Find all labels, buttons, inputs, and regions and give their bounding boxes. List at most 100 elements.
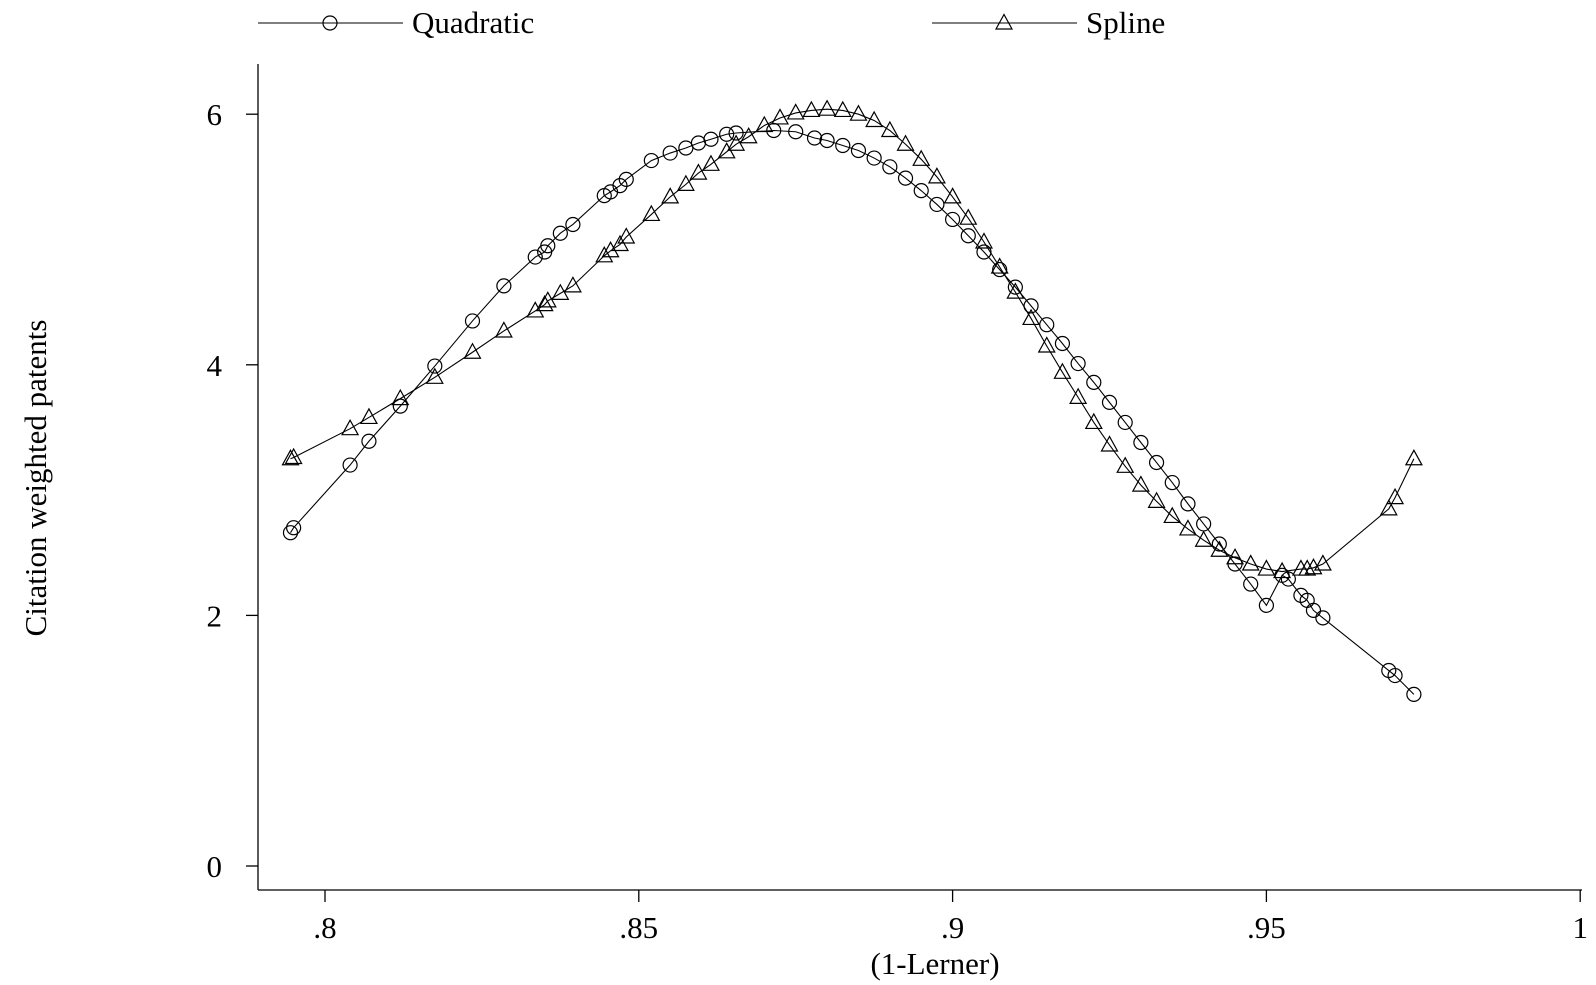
legend-label-quadratic: Quadratic <box>412 5 534 40</box>
data-point-quadratic <box>1305 602 1322 618</box>
data-point-quadratic <box>897 170 914 186</box>
data-point-spline <box>341 418 360 436</box>
legend: Quadratic Spline <box>258 5 1165 40</box>
data-point-quadratic <box>643 152 659 169</box>
data-point-spline <box>701 154 720 171</box>
y-tick-label: 6 <box>207 97 223 132</box>
data-point-spline <box>927 167 946 184</box>
data-point-quadratic <box>913 183 929 199</box>
x-tick-label: 1 <box>1572 910 1588 945</box>
data-point-spline <box>1131 475 1150 492</box>
data-point-quadratic <box>806 130 823 146</box>
data-point-quadratic <box>944 211 961 228</box>
data-point-spline <box>563 276 582 293</box>
data-point-spline <box>284 447 303 465</box>
data-point-spline <box>1006 282 1025 299</box>
data-point-quadratic <box>552 225 568 241</box>
data-point-spline <box>595 246 614 263</box>
data-point-spline <box>689 163 708 180</box>
data-point-quadratic <box>882 159 898 175</box>
data-point-quadratic <box>1387 667 1403 684</box>
data-point-spline <box>661 187 680 204</box>
data-point-quadratic <box>1258 597 1275 613</box>
data-point-spline <box>1147 491 1166 508</box>
data-point-quadratic <box>728 125 744 141</box>
data-point-spline <box>1084 412 1103 430</box>
data-point-spline <box>463 342 482 359</box>
data-point-quadratic <box>618 171 634 187</box>
data-point-spline <box>943 187 962 204</box>
x-axis-title: (1-Lerner) <box>870 946 999 981</box>
legend-marker-circle <box>322 15 338 31</box>
data-point-quadratic <box>992 261 1008 278</box>
legend-label-spline: Spline <box>1086 5 1165 40</box>
data-point-quadratic <box>929 196 945 213</box>
data-point-spline <box>1053 362 1072 379</box>
data-point-quadratic <box>1180 496 1196 512</box>
data-point-quadratic <box>1070 355 1086 372</box>
data-point-spline <box>739 127 758 144</box>
data-point-quadratic <box>286 520 302 536</box>
data-point-spline <box>849 104 868 121</box>
data-point-quadratic <box>976 244 992 260</box>
data-point-spline <box>1404 449 1423 466</box>
y-tick-label: 2 <box>207 598 223 633</box>
data-point-spline <box>1178 519 1197 536</box>
series-quadratic <box>282 122 1422 702</box>
data-point-spline <box>1257 559 1276 576</box>
data-point-quadratic <box>540 238 556 254</box>
data-point-spline <box>833 100 852 118</box>
data-point-quadratic <box>1007 279 1023 295</box>
series-line-spline <box>290 108 1415 573</box>
data-point-spline <box>1116 456 1135 473</box>
data-point-quadratic <box>1211 536 1227 552</box>
data-point-quadratic <box>1148 454 1165 471</box>
data-point-quadratic <box>1101 394 1118 410</box>
data-point-spline <box>818 99 837 116</box>
data-point-spline <box>1194 530 1213 547</box>
data-point-quadratic <box>1054 335 1071 352</box>
data-point-spline <box>359 407 378 425</box>
data-point-quadratic <box>496 278 512 294</box>
data-point-spline <box>676 174 695 191</box>
data-point-spline <box>1037 336 1056 353</box>
data-point-quadratic <box>427 358 443 374</box>
series-line-quadratic <box>290 129 1415 695</box>
data-point-quadratic <box>1117 414 1133 431</box>
data-point-spline <box>642 204 661 222</box>
data-point-quadratic <box>719 126 735 142</box>
data-point-quadratic <box>1315 610 1331 626</box>
data-point-quadratic <box>565 216 581 233</box>
data-point-spline <box>1163 506 1182 524</box>
data-point-quadratic <box>464 313 481 329</box>
plot-area <box>281 99 1423 702</box>
x-tick-label: .95 <box>1247 910 1286 945</box>
data-point-spline <box>912 149 931 166</box>
data-point-spline <box>601 241 620 258</box>
data-point-quadratic <box>1280 571 1296 587</box>
data-point-quadratic <box>662 145 678 161</box>
data-point-spline <box>1069 387 1088 404</box>
x-tick-label: .85 <box>619 910 658 945</box>
data-point-spline <box>865 110 884 128</box>
data-point-spline <box>494 321 513 338</box>
data-point-quadratic <box>819 132 835 149</box>
data-point-quadratic <box>361 433 377 449</box>
data-point-spline <box>959 208 978 225</box>
data-point-quadratic <box>703 131 719 147</box>
data-point-spline <box>1313 554 1332 571</box>
data-point-spline <box>880 120 899 138</box>
legend-marker-triangle <box>994 13 1014 30</box>
data-point-spline <box>1298 559 1317 576</box>
data-point-quadratic <box>342 457 358 473</box>
y-axis-ticks: 0 2 4 6 <box>207 97 258 884</box>
data-point-spline <box>755 115 774 133</box>
data-point-quadratic <box>866 150 882 166</box>
y-tick-label: 0 <box>207 849 223 884</box>
series-spline <box>281 99 1423 579</box>
data-point-spline <box>1210 540 1229 557</box>
data-point-quadratic <box>282 525 299 541</box>
data-point-quadratic <box>1243 576 1259 592</box>
data-point-spline <box>990 257 1009 274</box>
